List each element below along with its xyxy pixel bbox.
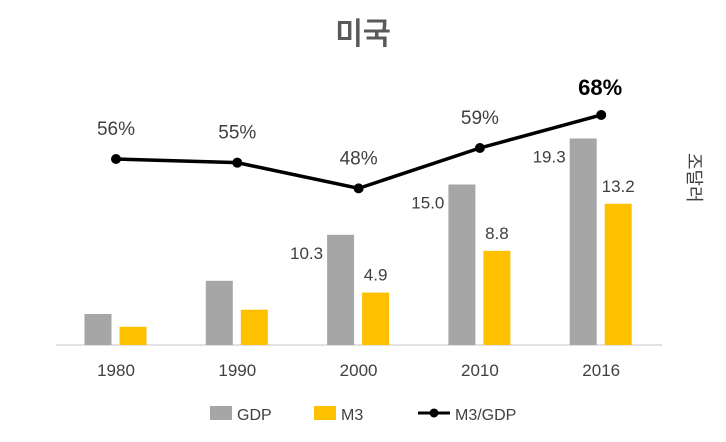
m3-gdp-data-label: 68% — [578, 75, 622, 100]
gdp-bar — [327, 234, 355, 345]
m3-bar — [604, 203, 632, 345]
gdp-bar — [205, 280, 233, 345]
y-axis-label: 조달러 — [684, 153, 704, 203]
m3-bar — [362, 292, 390, 345]
m3-gdp-point — [596, 109, 607, 120]
legend-label: M3/GDP — [455, 407, 516, 424]
x-tick-label: 2000 — [340, 361, 378, 380]
m3-gdp-point — [232, 157, 243, 168]
gdp-data-label: 10.3 — [290, 244, 323, 263]
m3-gdp-data-label: 59% — [461, 108, 499, 129]
m3-gdp-point — [111, 154, 121, 164]
chart-title: 미국 — [335, 18, 390, 51]
m3-data-label: 13.2 — [602, 177, 635, 196]
m3-data-label: 4.9 — [364, 266, 388, 285]
gdp-bar — [569, 138, 597, 345]
m3-bar — [240, 309, 268, 345]
legend-swatch-gdp — [210, 406, 232, 420]
m3-bar — [483, 250, 511, 345]
legend-label: GDP — [237, 407, 272, 424]
legend: GDP M3 M3/GDP — [210, 406, 516, 424]
m3-gdp-point — [353, 183, 364, 194]
legend-swatch-m3 — [314, 406, 336, 420]
legend-marker-m3-gdp — [429, 408, 439, 418]
x-tick-label: 2016 — [582, 361, 620, 380]
x-tick-label: 1980 — [97, 361, 135, 380]
gdp-bar — [84, 313, 112, 345]
x-tick-label: 2010 — [461, 361, 499, 380]
gdp-bar — [448, 184, 476, 345]
gdp-data-label: 15.0 — [411, 194, 444, 213]
legend-label: M3 — [341, 407, 363, 424]
m3-gdp-data-label: 55% — [218, 123, 256, 144]
m3-bar — [119, 326, 147, 345]
gdp-data-label: 19.3 — [533, 147, 566, 166]
m3-data-label: 8.8 — [485, 224, 509, 243]
m3-gdp-point — [474, 142, 485, 153]
m3-gdp-data-label: 56% — [97, 119, 135, 140]
x-tick-label: 1990 — [218, 361, 256, 380]
m3-gdp-data-label: 48% — [340, 148, 378, 169]
